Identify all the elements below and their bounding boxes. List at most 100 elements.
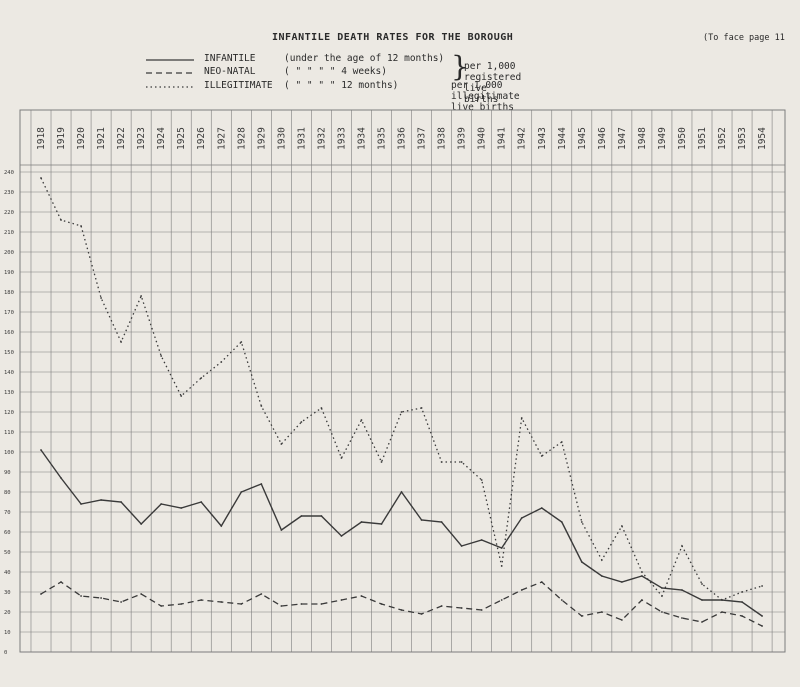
data-point-illegitimate bbox=[240, 341, 243, 343]
x-tick-label: 1946 bbox=[597, 127, 608, 150]
data-point-illegitimate bbox=[260, 405, 263, 407]
x-tick-label: 1945 bbox=[577, 127, 588, 150]
data-point-neo-natal bbox=[40, 593, 42, 595]
data-point-neo-natal bbox=[400, 609, 403, 611]
data-point-infantile bbox=[580, 561, 583, 563]
y-tick-label: 120 bbox=[4, 410, 14, 416]
data-point-illegitimate bbox=[160, 355, 163, 357]
x-tick-label: 1927 bbox=[216, 127, 227, 150]
data-point-infantile bbox=[380, 523, 383, 525]
data-point-illegitimate bbox=[280, 443, 283, 445]
x-tick-label: 1931 bbox=[296, 127, 307, 150]
data-point-illegitimate bbox=[120, 341, 123, 343]
legend-name: NEO-NATAL bbox=[204, 66, 256, 77]
data-point-illegitimate bbox=[300, 421, 303, 423]
y-tick-label: 130 bbox=[4, 390, 14, 396]
data-point-infantile bbox=[761, 615, 763, 617]
data-point-neo-natal bbox=[340, 599, 343, 601]
y-tick-label: 160 bbox=[4, 330, 14, 336]
legend-solid-line-icon bbox=[146, 59, 194, 61]
y-tick-label: 60 bbox=[4, 530, 11, 536]
data-point-illegitimate bbox=[500, 565, 503, 567]
x-tick-label: 1940 bbox=[477, 127, 488, 150]
data-point-illegitimate bbox=[440, 461, 443, 463]
data-point-infantile bbox=[480, 539, 483, 541]
data-point-illegitimate bbox=[761, 585, 763, 587]
data-point-illegitimate bbox=[600, 559, 603, 561]
data-point-illegitimate bbox=[540, 455, 543, 457]
legend-name: INFANTILE bbox=[204, 53, 256, 64]
x-tick-label: 1949 bbox=[657, 127, 668, 150]
data-point-neo-natal bbox=[520, 589, 523, 591]
x-tick-label: 1954 bbox=[757, 127, 768, 150]
data-point-neo-natal bbox=[120, 601, 123, 603]
data-point-illegitimate bbox=[200, 377, 203, 379]
data-point-neo-natal bbox=[220, 601, 223, 603]
data-point-infantile bbox=[641, 575, 643, 577]
data-point-neo-natal bbox=[320, 603, 323, 605]
data-point-infantile bbox=[500, 547, 503, 549]
data-point-illegitimate bbox=[560, 441, 563, 443]
data-point-illegitimate bbox=[701, 583, 703, 585]
data-point-infantile bbox=[100, 499, 102, 501]
data-point-illegitimate bbox=[641, 571, 643, 573]
data-point-infantile bbox=[600, 575, 603, 577]
data-point-illegitimate bbox=[420, 407, 423, 409]
x-tick-label: 1950 bbox=[677, 127, 688, 150]
data-point-infantile bbox=[200, 501, 203, 503]
x-tick-label: 1941 bbox=[497, 127, 508, 150]
data-point-infantile bbox=[260, 483, 263, 485]
data-point-infantile bbox=[661, 587, 663, 589]
data-point-infantile bbox=[40, 449, 42, 451]
x-tick-label: 1924 bbox=[156, 127, 167, 150]
data-point-neo-natal bbox=[260, 593, 263, 595]
registered-births-note: per 1,000 registered live births bbox=[464, 61, 522, 105]
data-point-neo-natal bbox=[620, 619, 623, 621]
data-point-infantile bbox=[220, 525, 223, 527]
x-tick-label: 1925 bbox=[176, 127, 187, 150]
data-point-neo-natal bbox=[200, 599, 203, 601]
data-point-infantile bbox=[560, 521, 563, 523]
data-point-infantile bbox=[681, 589, 683, 591]
x-tick-label: 1951 bbox=[697, 127, 708, 150]
y-tick-label: 10 bbox=[4, 630, 11, 636]
data-point-neo-natal bbox=[540, 581, 543, 583]
y-tick-label: 40 bbox=[4, 570, 11, 576]
legend-qualifier: ( " " " " 4 weeks) bbox=[284, 66, 387, 77]
data-point-neo-natal bbox=[140, 593, 143, 595]
data-point-illegitimate bbox=[140, 295, 143, 297]
x-tick-label: 1938 bbox=[437, 127, 448, 150]
data-point-illegitimate bbox=[80, 225, 82, 227]
data-point-illegitimate bbox=[460, 461, 463, 463]
data-point-infantile bbox=[420, 519, 423, 521]
data-point-infantile bbox=[80, 503, 82, 505]
x-tick-label: 1926 bbox=[196, 127, 207, 150]
x-tick-label: 1948 bbox=[637, 127, 648, 150]
data-point-illegitimate bbox=[40, 177, 42, 179]
data-point-neo-natal bbox=[300, 603, 303, 605]
data-point-illegitimate bbox=[681, 545, 683, 547]
data-point-neo-natal bbox=[80, 595, 82, 597]
data-point-neo-natal bbox=[380, 603, 383, 605]
brace-icon: } bbox=[451, 50, 469, 83]
data-point-neo-natal bbox=[721, 611, 723, 613]
data-point-infantile bbox=[120, 501, 123, 503]
series-line-infantile bbox=[40, 449, 763, 617]
x-tick-label: 1923 bbox=[136, 127, 147, 150]
data-point-illegitimate bbox=[580, 521, 583, 523]
x-tick-label: 1918 bbox=[36, 127, 47, 150]
y-tick-label: 220 bbox=[4, 210, 14, 216]
y-tick-label: 180 bbox=[4, 290, 14, 296]
data-point-neo-natal bbox=[741, 615, 743, 617]
y-tick-label: 100 bbox=[4, 450, 14, 456]
data-point-neo-natal bbox=[600, 611, 603, 613]
data-point-neo-natal bbox=[500, 599, 503, 601]
data-point-illegitimate bbox=[380, 461, 383, 463]
data-point-illegitimate bbox=[661, 595, 663, 597]
data-point-neo-natal bbox=[681, 617, 683, 619]
data-point-infantile bbox=[701, 599, 703, 601]
data-point-illegitimate bbox=[320, 407, 323, 409]
chart-title: INFANTILE DEATH RATES FOR THE BOROUGH bbox=[272, 32, 514, 43]
data-point-neo-natal bbox=[360, 595, 363, 597]
